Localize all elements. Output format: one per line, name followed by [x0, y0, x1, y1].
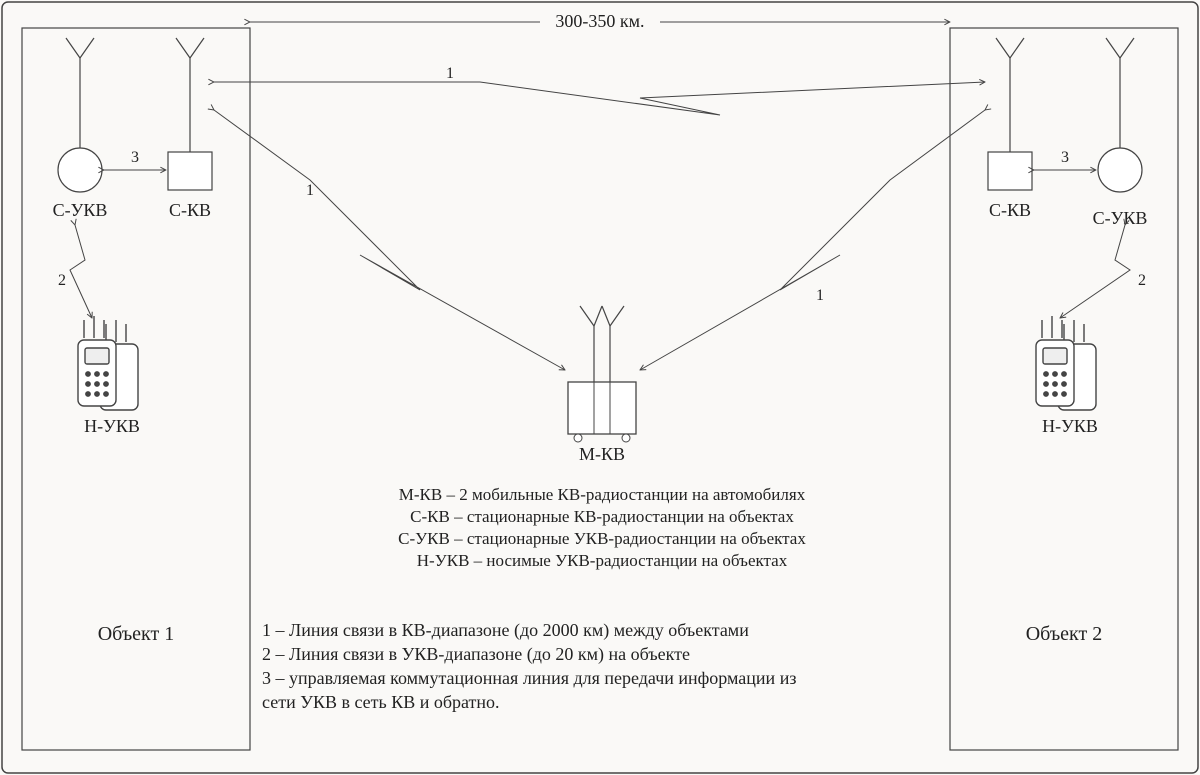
mobile-label: М-КВ: [579, 444, 625, 464]
link-right: 1: [640, 110, 985, 370]
obj2-handheld-icon: [1036, 316, 1096, 410]
mobile-antenna: [580, 306, 624, 382]
legend-center: М-КВ – 2 мобильные КВ-радиостанции на ав…: [398, 485, 806, 570]
obj2-sukv-label: С-УКВ: [1093, 208, 1148, 228]
obj2-skv-label: С-КВ: [989, 200, 1031, 220]
obj1-sukv-node: [58, 148, 102, 192]
obj2-link3: 3: [1034, 149, 1096, 170]
legend-bottom-line: сети УКВ в сеть КВ и обратно.: [262, 692, 500, 712]
obj1-sukv-label: С-УКВ: [53, 200, 108, 220]
link-top-label: 1: [446, 65, 454, 82]
legend-center-line: Н-УКВ – носимые УКВ-радиостанции на объе…: [417, 551, 788, 570]
obj1-skv-label: С-КВ: [169, 200, 211, 220]
obj2-link3-label: 3: [1061, 149, 1069, 166]
link-right-label: 1: [816, 287, 824, 304]
obj2-nukv-label: Н-УКВ: [1042, 416, 1098, 436]
obj1-antenna-sukv: [66, 38, 94, 148]
obj1-title: Объект 1: [98, 623, 175, 645]
obj1-antenna-skv: [176, 38, 204, 152]
legend-bottom-line: 1 – Линия связи в КВ-диапазоне (до 2000 …: [262, 620, 749, 641]
legend-center-line: С-УКВ – стационарные УКВ-радиостанции на…: [398, 529, 806, 548]
obj2-link2: 2: [1060, 225, 1146, 318]
obj1-handheld-icon: [78, 316, 138, 410]
obj1-link3-label: 3: [131, 149, 139, 166]
obj2-link2-label: 2: [1138, 272, 1146, 289]
obj1-skv-node: [168, 152, 212, 190]
legend-bottom-line: 2 – Линия связи в УКВ-диапазоне (до 20 к…: [262, 644, 690, 665]
obj1-link2: 2: [58, 225, 92, 318]
legend-center-line: С-КВ – стационарные КВ-радиостанции на о…: [410, 507, 794, 526]
link-left-label: 1: [306, 182, 314, 199]
obj2-skv-node: [988, 152, 1032, 190]
distance-dimension: 300-350 км.: [250, 11, 950, 31]
obj2-antenna-skv: [996, 38, 1024, 152]
link-top: 1: [214, 65, 985, 115]
obj2-title: Объект 2: [1026, 623, 1103, 645]
legend-bottom: 1 – Линия связи в КВ-диапазоне (до 2000 …: [262, 620, 796, 712]
legend-bottom-line: 3 – управляемая коммутационная линия для…: [262, 668, 796, 688]
obj2-antenna-sukv: [1106, 38, 1134, 148]
obj1-nukv-label: Н-УКВ: [84, 416, 140, 436]
legend-center-line: М-КВ – 2 мобильные КВ-радиостанции на ав…: [399, 485, 806, 504]
obj1-link3: 3: [104, 149, 166, 170]
obj2-sukv-node: [1098, 148, 1142, 192]
distance-label: 300-350 км.: [555, 11, 644, 31]
link-left: 1: [214, 110, 565, 370]
mobile-node: [568, 382, 636, 442]
obj1-link2-label: 2: [58, 272, 66, 289]
